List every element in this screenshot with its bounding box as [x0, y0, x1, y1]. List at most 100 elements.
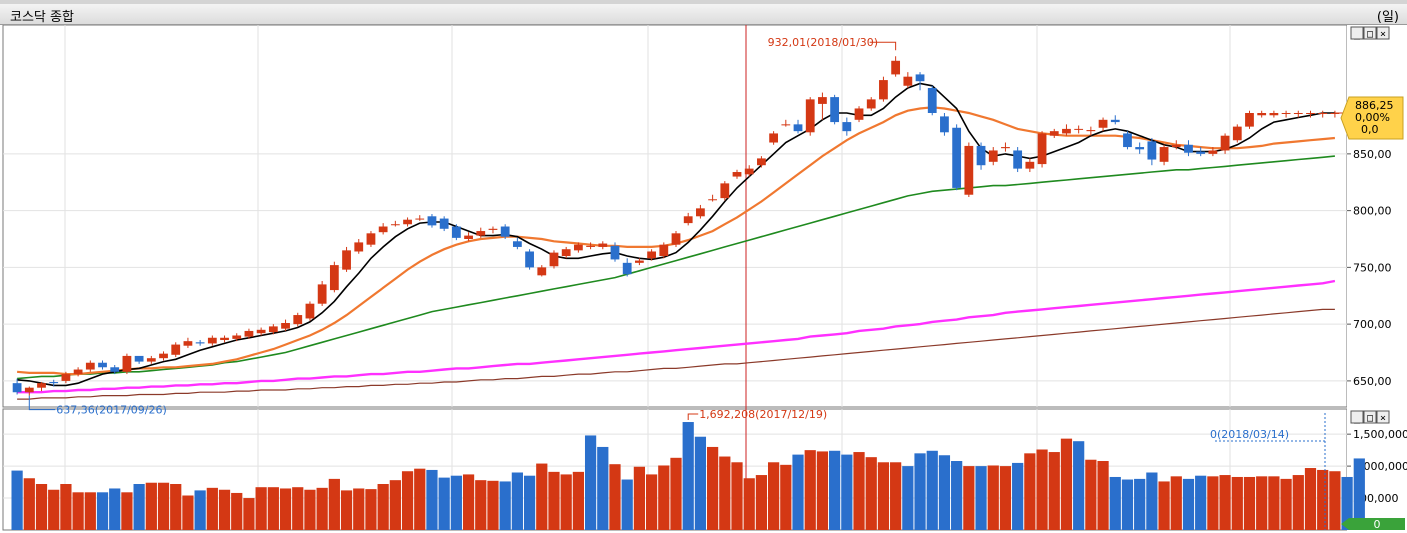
candle-body	[1257, 113, 1267, 116]
top-toolbar-strip	[0, 0, 1407, 4]
period-label[interactable]: (일)	[1376, 10, 1399, 25]
candle-body	[1184, 144, 1193, 153]
candle-body	[12, 383, 22, 393]
volume-bar	[72, 492, 84, 530]
candle-body	[866, 99, 876, 109]
minimize-icon[interactable]	[1350, 26, 1364, 40]
candle-body	[1293, 113, 1303, 114]
volume-bar	[1170, 476, 1182, 530]
candle-body	[952, 127, 962, 188]
close-icon[interactable]	[1376, 410, 1390, 424]
candle-body	[891, 60, 901, 75]
candle-body	[1306, 113, 1315, 114]
volume-bar	[792, 454, 804, 530]
volume-bar	[536, 463, 548, 530]
volume-bar	[157, 482, 170, 530]
candle-body	[488, 228, 498, 230]
candle-body	[525, 251, 534, 268]
volume-bar	[316, 487, 328, 530]
volume-bar	[926, 450, 938, 530]
volume-bar	[1317, 469, 1329, 530]
candle-body	[1110, 119, 1120, 123]
volume-bar	[255, 487, 267, 530]
candle-body	[635, 260, 644, 263]
moving-average-ma60	[17, 155, 1335, 380]
candles	[12, 56, 1340, 396]
volume-bar	[890, 462, 902, 530]
candle-body	[598, 243, 608, 247]
volume-bar	[731, 462, 743, 530]
volume-bar	[109, 488, 121, 530]
candle-body	[1098, 119, 1108, 128]
volume-bar	[633, 466, 646, 530]
low-annotation-label: 637,36(2017/09/26)	[56, 404, 166, 417]
volume-bar	[1329, 471, 1341, 530]
candle-body	[122, 355, 132, 372]
volume-bar	[621, 479, 633, 530]
volume-bar	[768, 462, 780, 530]
volume-bar	[743, 478, 755, 530]
volume-bar	[914, 453, 926, 530]
volume-bar	[804, 450, 816, 530]
candle-body	[98, 362, 107, 368]
candle-body	[171, 344, 181, 355]
candle-body	[1135, 147, 1145, 150]
candle-body	[317, 284, 327, 304]
candle-body	[37, 383, 46, 388]
minimize-icon[interactable]	[1350, 410, 1364, 424]
volume-bar	[975, 466, 987, 530]
candle-body	[220, 337, 229, 341]
restore-icon[interactable]	[1363, 26, 1377, 40]
volume-bar	[829, 450, 841, 530]
volume-bar	[170, 484, 182, 530]
volume-bar	[1292, 475, 1304, 530]
volume-bar	[682, 422, 694, 530]
volume-bar	[1060, 438, 1073, 530]
low-annotation-arrow	[28, 395, 56, 411]
candle-body	[1269, 113, 1279, 116]
volume-bar	[438, 477, 450, 530]
volume-bar	[523, 475, 536, 530]
volume-bar	[11, 470, 23, 530]
high-annotation-arrow	[869, 41, 897, 51]
last-price-change-pct: 0,00%	[1355, 111, 1390, 124]
volume-peak-label: 1,692,208(2017/12/19)	[699, 408, 827, 421]
volume-bar	[267, 487, 279, 530]
candle-body	[256, 329, 266, 334]
candle-body	[1025, 161, 1035, 169]
candle-body	[439, 218, 449, 229]
panel-window-controls: _ □ ×	[1350, 410, 1390, 424]
candle-body	[1062, 128, 1071, 134]
candle-body	[378, 226, 388, 233]
volume-bar	[48, 489, 60, 530]
candle-body	[329, 265, 339, 291]
restore-icon[interactable]	[1363, 410, 1377, 424]
volume-bar	[353, 488, 365, 530]
volume-bar	[938, 455, 951, 530]
candle-body	[1123, 133, 1132, 148]
candle-body	[1049, 131, 1059, 136]
volume-bar	[1341, 476, 1353, 530]
candle-body	[988, 150, 998, 162]
volume-bar	[499, 481, 511, 530]
candle-body	[830, 97, 840, 123]
candle-body	[451, 226, 461, 238]
volume-bar	[1304, 468, 1317, 530]
volume-bar	[719, 456, 731, 530]
candle-body	[622, 262, 632, 275]
chart-canvas: 650,00700,00750,00800,00850,00500,0001,0…	[2, 25, 1407, 533]
candle-body	[305, 303, 315, 319]
volume-bar	[780, 464, 792, 530]
volume-bar	[853, 452, 865, 530]
volume-bar	[694, 436, 707, 530]
volume-bar	[1097, 461, 1109, 530]
volume-bar	[572, 471, 584, 530]
volume-bar	[1085, 459, 1097, 530]
volume-bar	[231, 492, 243, 530]
close-icon[interactable]	[1376, 26, 1390, 40]
volume-bar	[292, 487, 304, 530]
volume-bar	[487, 480, 499, 530]
candle-body	[244, 330, 254, 337]
volume-bar	[755, 475, 768, 530]
candle-body	[927, 88, 937, 113]
